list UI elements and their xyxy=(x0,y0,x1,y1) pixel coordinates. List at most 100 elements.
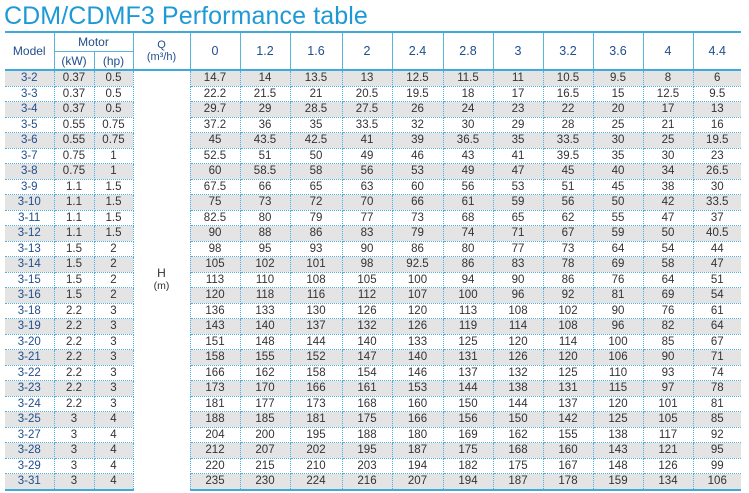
hp-cell: 0.5 xyxy=(94,70,134,87)
table-row: 3-27 3 4 204 200 195 188 180 169 162 155 138 117 92 xyxy=(5,427,741,443)
head-value-cell: 43.5 xyxy=(240,132,291,149)
model-cell: 3-20 xyxy=(5,334,55,350)
head-value-cell: 112 xyxy=(342,287,393,304)
head-value-cell: 108 xyxy=(493,303,544,319)
head-value-cell: 187 xyxy=(392,442,444,459)
head-value-cell: 158 xyxy=(290,365,343,381)
head-value-cell: 54 xyxy=(693,287,741,304)
head-value-cell: 95 xyxy=(240,241,291,257)
table-row: 3-8 0.75 1 60 58.5 58 56 53 49 47 45 40 34 26.5 xyxy=(5,163,741,180)
model-cell: 3-12 xyxy=(5,225,55,242)
head-value-cell: 126 xyxy=(342,303,393,319)
head-value-cell: 85 xyxy=(693,411,741,428)
head-value-cell: 195 xyxy=(290,427,343,443)
table-row: 3-28 3 4 212 207 202 195 187 175 168 160 143 121 95 xyxy=(5,442,741,459)
head-value-cell: 137 xyxy=(543,396,594,412)
head-value-cell: 46 xyxy=(392,148,444,164)
model-cell: 3-9 xyxy=(5,179,55,195)
head-value-cell: 100 xyxy=(593,334,644,350)
model-cell: 3-19 xyxy=(5,318,55,335)
head-value-cell: 19.5 xyxy=(392,86,444,102)
head-value-cell: 20 xyxy=(593,101,644,118)
model-cell: 3-10 xyxy=(5,194,55,211)
head-value-cell: 169 xyxy=(443,427,494,443)
head-value-cell: 159 xyxy=(593,473,644,491)
head-value-cell: 154 xyxy=(342,365,393,381)
head-value-cell: 151 xyxy=(190,334,241,350)
head-value-cell: 55 xyxy=(593,210,644,226)
head-value-cell: 195 xyxy=(342,442,393,459)
kw-cell: 1.1 xyxy=(54,210,95,226)
head-value-cell: 137 xyxy=(443,365,494,381)
head-value-cell: 13 xyxy=(693,101,741,118)
head-value-cell: 98 xyxy=(342,256,393,273)
hp-cell: 1.5 xyxy=(94,194,134,211)
table-row: 3-23 2.2 3 173 170 166 161 153 144 138 131 115 97 78 xyxy=(5,380,741,397)
header-motor: Motor xyxy=(53,31,134,52)
model-cell: 3-23 xyxy=(5,380,55,397)
head-value-cell: 167 xyxy=(543,458,594,474)
head-value-cell: 35 xyxy=(493,132,544,149)
head-value-cell: 30 xyxy=(593,132,644,149)
head-value-cell: 166 xyxy=(392,411,444,428)
kw-cell: 0.37 xyxy=(54,70,95,87)
head-value-cell: 45 xyxy=(593,179,644,195)
head-value-cell: 117 xyxy=(643,427,694,443)
hp-cell: 2 xyxy=(94,272,134,288)
hp-cell: 0.75 xyxy=(94,132,134,149)
kw-cell: 2.2 xyxy=(54,380,95,397)
head-value-cell: 30 xyxy=(643,148,694,164)
model-cell: 3-15 xyxy=(5,272,55,288)
head-value-cell: 92 xyxy=(693,427,741,443)
head-value-cell: 90 xyxy=(190,225,241,242)
hp-cell: 4 xyxy=(94,427,134,443)
head-value-cell: 155 xyxy=(543,427,594,443)
head-value-cell: 220 xyxy=(190,458,241,474)
head-value-cell: 29 xyxy=(240,101,291,118)
head-value-cell: 99 xyxy=(693,458,741,474)
head-value-cell: 110 xyxy=(240,272,291,288)
head-value-cell: 74 xyxy=(443,225,494,242)
head-value-cell: 224 xyxy=(290,473,343,491)
head-value-cell: 108 xyxy=(290,272,343,288)
head-value-cell: 142 xyxy=(543,411,594,428)
model-cell: 3-2 xyxy=(5,70,55,87)
head-value-cell: 49 xyxy=(443,163,494,180)
head-value-cell: 78 xyxy=(543,256,594,273)
head-value-cell: 133 xyxy=(392,334,444,350)
head-value-cell: 180 xyxy=(392,427,444,443)
kw-cell: 1.5 xyxy=(54,287,95,304)
head-value-cell: 148 xyxy=(593,458,644,474)
page-title: CDM/CDMF3 Performance table xyxy=(4,2,368,30)
hp-cell: 4 xyxy=(94,458,134,474)
hp-cell: 3 xyxy=(94,334,134,350)
model-cell: 3-28 xyxy=(5,442,55,459)
table-row: 3-7 0.75 1 52.5 51 50 49 46 43 41 39.5 35 30 23 xyxy=(5,148,741,164)
head-value-cell: 86 xyxy=(392,241,444,257)
hp-cell: 3 xyxy=(94,380,134,397)
head-value-cell: 170 xyxy=(240,380,291,397)
head-value-cell: 67.5 xyxy=(190,179,241,195)
head-value-cell: 140 xyxy=(392,349,444,366)
head-value-cell: 175 xyxy=(443,442,494,459)
model-cell: 3-7 xyxy=(5,148,55,164)
head-value-cell: 147 xyxy=(342,349,393,366)
head-value-cell: 156 xyxy=(443,411,494,428)
head-value-cell: 13 xyxy=(342,70,393,87)
head-value-cell: 49 xyxy=(342,148,393,164)
head-value-cell: 168 xyxy=(493,442,544,459)
head-value-cell: 16.5 xyxy=(543,86,594,102)
head-value-cell: 115 xyxy=(593,380,644,397)
model-cell: 3-8 xyxy=(5,163,55,180)
head-value-cell: 56 xyxy=(443,179,494,195)
head-value-cell: 45 xyxy=(543,163,594,180)
head-value-cell: 96 xyxy=(493,287,544,304)
head-value-cell: 158 xyxy=(190,349,241,366)
kw-cell: 0.75 xyxy=(54,148,95,164)
header-kw: (kW) xyxy=(53,51,95,71)
head-value-cell: 43 xyxy=(443,148,494,164)
head-value-cell: 21.5 xyxy=(240,86,291,102)
table-row: 3-10 1.1 1.5 75 73 72 70 66 61 59 56 50 42 33.5 xyxy=(5,194,741,211)
head-value-cell: 166 xyxy=(290,380,343,397)
head-value-cell: 126 xyxy=(392,318,444,335)
